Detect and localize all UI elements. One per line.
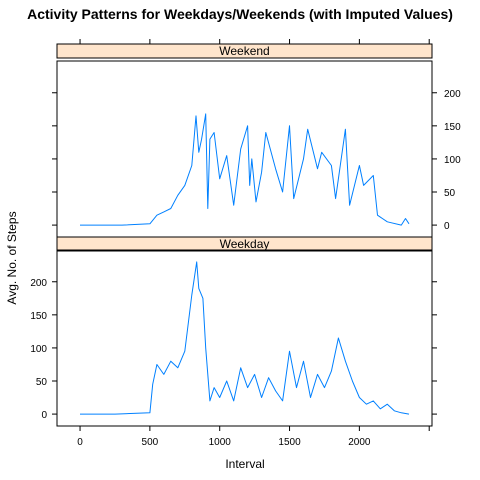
weekday-series-line (80, 261, 410, 415)
y-axis-title: Avg. No. of Steps (5, 211, 19, 304)
weekend-strip (56, 43, 433, 59)
xtick-label: 500 (142, 437, 159, 448)
xtick-label: 0 (77, 437, 83, 448)
weekend-ytick-label: 150 (444, 122, 461, 133)
weekday-ytick-label: 150 (30, 311, 47, 322)
xtick-label: 1500 (278, 437, 301, 448)
weekday-ytick-label: 200 (30, 278, 47, 289)
weekday-panel-frame (56, 249, 433, 427)
chart-title: Activity Patterns for Weekdays/Weekends … (27, 6, 453, 22)
weekend-ytick-label: 50 (444, 188, 456, 199)
weekday-ytick-label: 0 (41, 410, 47, 421)
weekday-strip-label: Weekday (220, 237, 270, 251)
weekend-strip-label: Weekend (219, 44, 269, 58)
weekend-ytick-label: 0 (444, 221, 450, 232)
weekend-ytick-label: 200 (444, 89, 461, 100)
x-axis-title: Interval (225, 457, 264, 471)
weekend-panel-frame (56, 60, 433, 238)
weekend-ytick-label: 100 (444, 155, 461, 166)
xtick-label: 2000 (348, 437, 371, 448)
weekday-ytick-label: 100 (30, 344, 47, 355)
xtick-label: 1000 (209, 437, 232, 448)
weekday-strip (56, 236, 433, 252)
weekend-series-line (80, 113, 410, 226)
weekday-ytick-label: 50 (36, 377, 48, 388)
